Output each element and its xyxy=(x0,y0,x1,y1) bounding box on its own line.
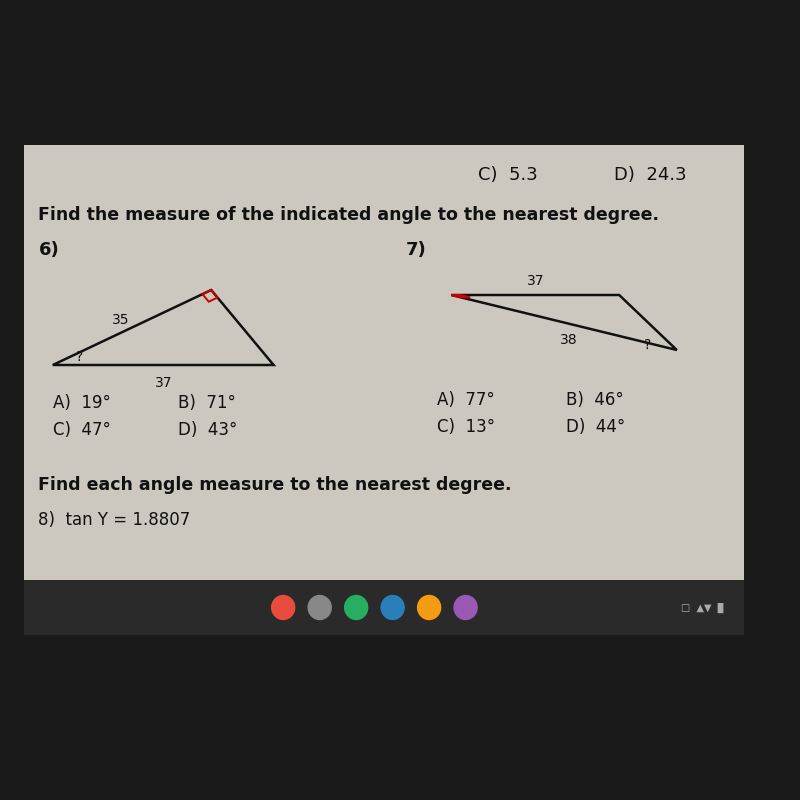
Text: 38: 38 xyxy=(560,334,578,347)
Text: 37: 37 xyxy=(154,376,172,390)
Text: 6): 6) xyxy=(38,241,59,259)
Text: C)  47°: C) 47° xyxy=(53,421,110,439)
Text: D)  43°: D) 43° xyxy=(178,421,237,439)
Text: Find each angle measure to the nearest degree.: Find each angle measure to the nearest d… xyxy=(38,476,512,494)
Circle shape xyxy=(418,595,441,619)
Circle shape xyxy=(454,595,477,619)
Circle shape xyxy=(308,595,331,619)
Text: C)  13°: C) 13° xyxy=(437,418,495,436)
Text: 35: 35 xyxy=(112,313,130,326)
Text: A)  19°: A) 19° xyxy=(53,394,110,412)
Text: 37: 37 xyxy=(526,274,544,288)
Bar xyxy=(24,580,744,635)
Text: B)  46°: B) 46° xyxy=(566,391,624,409)
Text: Find the measure of the indicated angle to the nearest degree.: Find the measure of the indicated angle … xyxy=(38,206,659,224)
Circle shape xyxy=(345,595,368,619)
Circle shape xyxy=(272,595,294,619)
Bar xyxy=(24,145,744,635)
Text: A)  77°: A) 77° xyxy=(437,391,494,409)
Text: B)  71°: B) 71° xyxy=(178,394,235,412)
Text: ?: ? xyxy=(644,338,652,352)
Text: 8)  tan Y = 1.8807: 8) tan Y = 1.8807 xyxy=(38,511,190,529)
Text: ?: ? xyxy=(76,350,83,364)
Text: D)  44°: D) 44° xyxy=(566,418,626,436)
Text: □  ▲▼  ▊: □ ▲▼ ▊ xyxy=(681,602,725,613)
Text: D)  24.3: D) 24.3 xyxy=(614,166,687,184)
Text: C)  5.3: C) 5.3 xyxy=(478,166,538,184)
Circle shape xyxy=(381,595,404,619)
Text: 7): 7) xyxy=(406,241,426,259)
